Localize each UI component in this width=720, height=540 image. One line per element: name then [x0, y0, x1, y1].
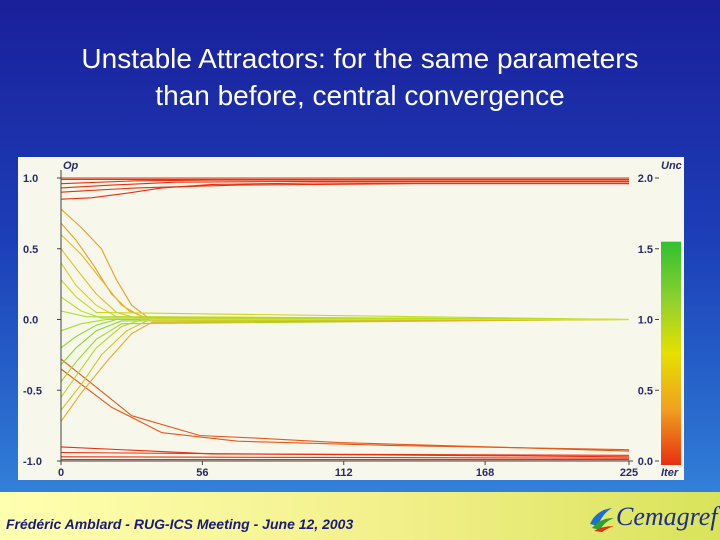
- series-line-13: [60, 208, 629, 321]
- series-line-19: [60, 296, 630, 321]
- series-line-6: [60, 358, 630, 452]
- series-line-5: [60, 182, 629, 200]
- colorbar: [661, 241, 681, 465]
- y2-axis-label: Unc: [661, 160, 682, 172]
- footer-text: Frédéric Amblard - RUG-ICS Meeting - Jun…: [6, 516, 354, 532]
- y-tick-label-0: 1.0: [23, 173, 38, 185]
- series-line-23: [60, 318, 630, 366]
- slide-title: Unstable Attractors: for the same parame…: [81, 43, 639, 111]
- chart-panel: 1.0 0.5 0.0 -0.5 -1.0 0 56 112 168 225 2.0 1.5 1.0 0.…: [18, 157, 684, 480]
- x-tick-label-4: 225: [620, 467, 638, 479]
- y-tick-label-1: 0.5: [23, 244, 38, 256]
- y2-tick-label-0: 2.0: [638, 173, 653, 185]
- x-tick-label-1: 56: [196, 467, 208, 479]
- series-line-24: [60, 318, 630, 383]
- series-line-20: [60, 310, 630, 321]
- cemagref-logo: Cemagref: [588, 500, 718, 536]
- series-line-15: [60, 234, 630, 321]
- x-tick-label-2: 112: [335, 467, 353, 479]
- series-line-3: [60, 180, 629, 189]
- y2-tick-label-4: 0.0: [638, 456, 653, 468]
- x-tick-label-0: 0: [58, 467, 64, 479]
- y-tick-label-3: -0.5: [23, 385, 42, 397]
- series-line-10: [60, 456, 630, 459]
- x-axis-label: Iter: [661, 467, 679, 479]
- y2-tick-label-1: 1.5: [638, 244, 653, 256]
- series-line-4: [60, 183, 629, 193]
- series-line-27: [60, 318, 630, 422]
- series-line-17: [60, 262, 630, 321]
- x-tick-label-3: 168: [476, 467, 494, 479]
- y-tick-label-2: 0.0: [23, 315, 38, 327]
- opinion-dynamics-chart: 1.0 0.5 0.0 -0.5 -1.0 0 56 112 168 225 2.0 1.5 1.0 0.…: [23, 160, 682, 479]
- logo-icon: [590, 508, 614, 532]
- y-tick-label-4: -1.0: [23, 456, 42, 468]
- series-line-9: [60, 451, 630, 458]
- series-line-16: [60, 248, 630, 321]
- series-line-26: [60, 318, 630, 411]
- series-line-18: [60, 279, 630, 321]
- y2-tick-label-3: 0.5: [638, 385, 653, 397]
- series-line-7: [60, 368, 630, 451]
- series-line-2: [60, 179, 629, 185]
- y-axis-label: Op: [63, 160, 79, 172]
- y2-tick-label-2: 1.0: [638, 315, 653, 327]
- logo-text: Cemagref: [616, 502, 718, 531]
- series-line-14: [60, 222, 630, 321]
- series-line-25: [60, 318, 629, 398]
